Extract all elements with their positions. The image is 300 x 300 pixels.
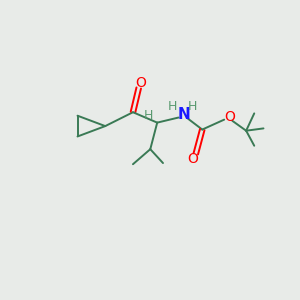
Text: H: H <box>188 100 197 113</box>
Text: H: H <box>144 109 153 122</box>
Text: N: N <box>177 107 190 122</box>
Text: O: O <box>135 76 146 90</box>
Text: H: H <box>168 100 178 113</box>
Text: O: O <box>224 110 235 124</box>
Text: O: O <box>187 152 198 166</box>
